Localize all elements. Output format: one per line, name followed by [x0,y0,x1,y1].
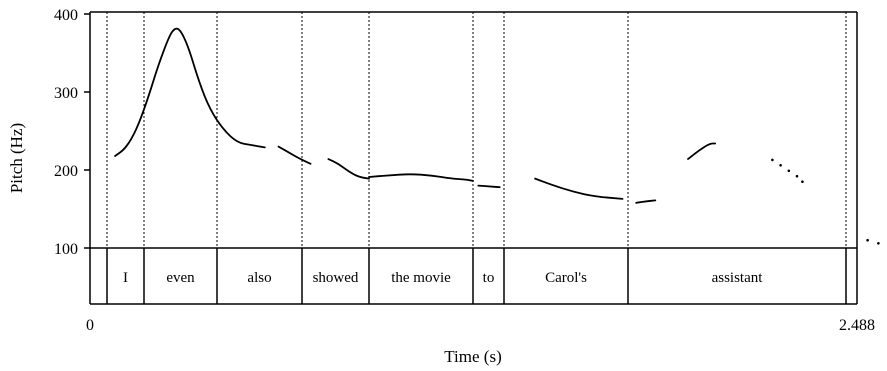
pitch-segment [534,177,624,200]
y-axis-title: Pitch (Hz) [7,123,26,193]
pitch-point [877,242,880,245]
word-label: I [123,270,128,286]
pitch-point [866,238,869,242]
pitch-segment [477,184,501,189]
word-label: Carol's [545,270,587,286]
word-label: showed [313,270,359,286]
pitch-segment [368,173,474,182]
axis-ticks: 100 200 300 400 0 2.488 [54,7,875,334]
word-label: even [166,270,195,286]
y-tick-label: 100 [54,241,78,258]
pitch-segment [687,142,717,160]
pitch-segment [277,145,312,165]
word-label: to [483,270,495,286]
pitch-point [787,169,791,173]
x-tick-label: 2.488 [839,317,875,334]
pitch-point [795,174,799,178]
pitch-point [771,158,774,162]
word-boundary-lines [106,12,847,248]
pitch-contour [114,27,880,245]
pitch-point [801,180,804,183]
plot-frame [89,11,858,305]
pitch-segment [635,199,657,204]
word-label: also [247,270,271,286]
pitch-segment [114,27,266,157]
word-label: the movie [391,270,451,286]
y-tick-label: 400 [54,7,78,24]
pitch-segment [327,158,370,180]
word-label: assistant [712,270,764,286]
y-tick-label: 300 [54,85,78,102]
x-axis-title: Time (s) [444,347,501,366]
pitch-point [779,164,782,167]
x-tick-label: 0 [86,317,94,334]
y-tick-label: 200 [54,163,78,180]
